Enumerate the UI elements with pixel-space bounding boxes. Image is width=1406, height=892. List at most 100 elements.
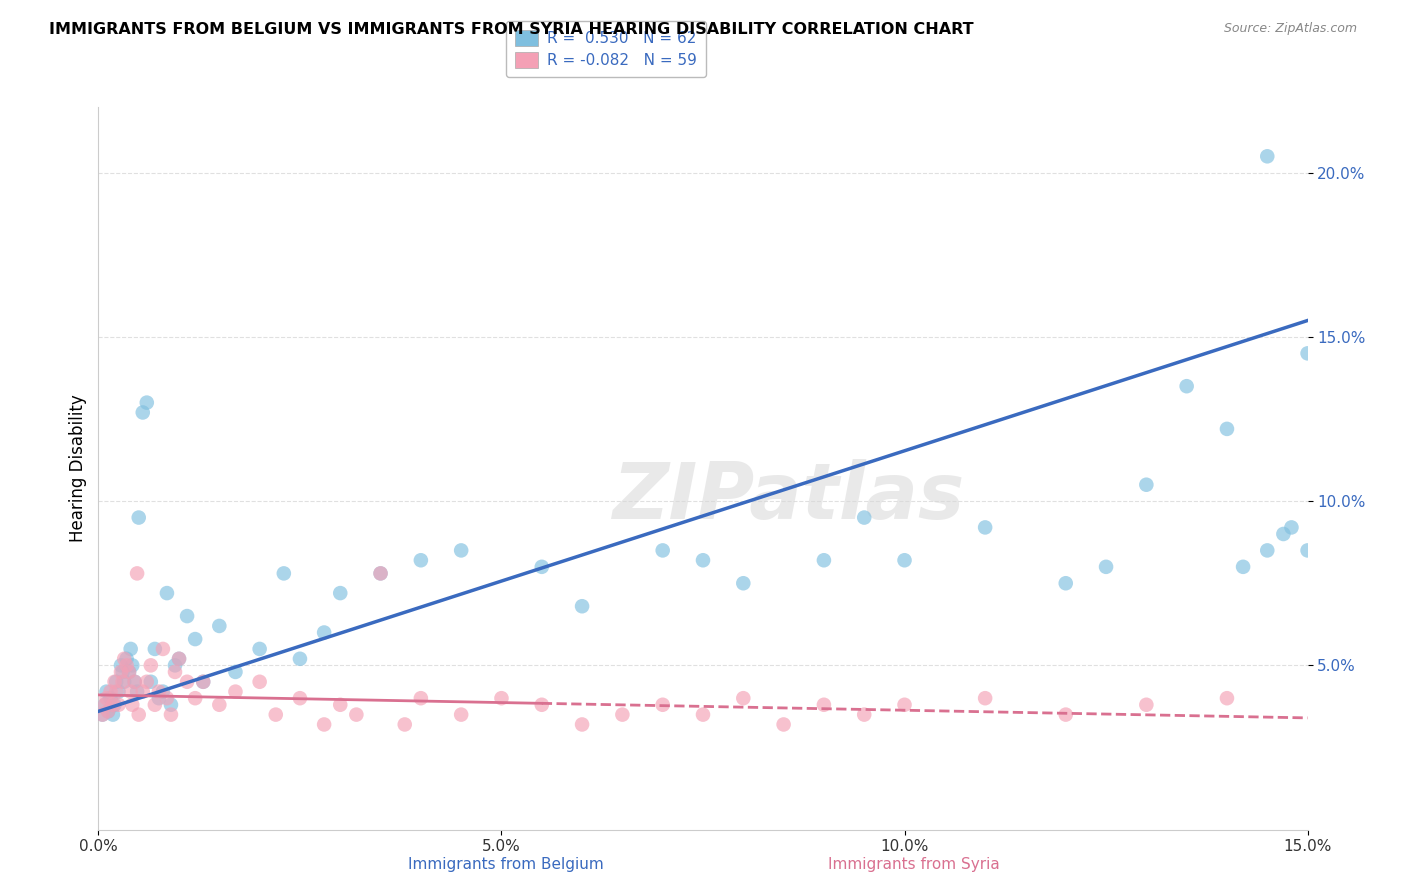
- Point: [1054, 707, 1077, 722]
- Point: [692, 707, 714, 722]
- Point: [1296, 346, 1319, 360]
- Point: [176, 674, 198, 689]
- Text: ZIPatlas: ZIPatlas: [612, 459, 963, 535]
- Text: Immigrants from Syria: Immigrants from Syria: [828, 857, 1000, 872]
- Point: [772, 717, 794, 731]
- Point: [160, 707, 183, 722]
- Point: [139, 674, 162, 689]
- Point: [121, 698, 143, 712]
- Text: IMMIGRANTS FROM BELGIUM VS IMMIGRANTS FROM SYRIA HEARING DISABILITY CORRELATION : IMMIGRANTS FROM BELGIUM VS IMMIGRANTS FR…: [49, 22, 974, 37]
- Point: [571, 717, 593, 731]
- Point: [893, 553, 915, 567]
- Point: [1135, 698, 1157, 712]
- Point: [1175, 379, 1198, 393]
- Point: [96, 684, 118, 698]
- Point: [651, 698, 673, 712]
- Point: [167, 652, 190, 666]
- Point: [143, 698, 166, 712]
- Point: [530, 698, 553, 712]
- Point: [450, 543, 472, 558]
- Point: [1256, 543, 1278, 558]
- Y-axis label: Hearing Disability: Hearing Disability: [69, 394, 87, 542]
- Point: [103, 674, 125, 689]
- Point: [571, 599, 593, 614]
- Point: [612, 707, 634, 722]
- Point: [167, 652, 190, 666]
- Point: [273, 566, 295, 581]
- Point: [733, 576, 755, 591]
- Point: [208, 698, 231, 712]
- Point: [163, 658, 186, 673]
- Point: [1281, 520, 1303, 534]
- Point: [128, 510, 150, 524]
- Point: [156, 691, 179, 706]
- Point: [112, 674, 135, 689]
- Point: [156, 586, 179, 600]
- Point: [103, 698, 125, 712]
- Point: [135, 674, 157, 689]
- Point: [224, 665, 246, 679]
- Point: [184, 632, 207, 646]
- Point: [101, 698, 124, 712]
- Point: [409, 691, 432, 706]
- Point: [692, 553, 714, 567]
- Point: [128, 707, 150, 722]
- Text: Immigrants from Belgium: Immigrants from Belgium: [408, 857, 605, 872]
- Point: [1272, 527, 1295, 541]
- Point: [132, 405, 155, 419]
- Point: [288, 691, 311, 706]
- Point: [163, 665, 186, 679]
- Point: [491, 691, 513, 706]
- Point: [139, 658, 162, 673]
- Legend: R =  0.530   N = 62, R = -0.082   N = 59: R = 0.530 N = 62, R = -0.082 N = 59: [506, 21, 706, 78]
- Point: [148, 691, 170, 706]
- Point: [1256, 149, 1278, 163]
- Point: [143, 642, 166, 657]
- Point: [152, 684, 174, 698]
- Point: [118, 665, 141, 679]
- Point: [853, 707, 876, 722]
- Point: [1095, 559, 1118, 574]
- Point: [135, 395, 157, 409]
- Point: [100, 684, 122, 698]
- Point: [91, 707, 114, 722]
- Point: [105, 674, 128, 689]
- Point: [111, 665, 134, 679]
- Point: [120, 642, 142, 657]
- Point: [121, 658, 143, 673]
- Point: [96, 691, 118, 706]
- Point: [329, 698, 352, 712]
- Point: [249, 674, 271, 689]
- Point: [974, 691, 997, 706]
- Point: [160, 698, 183, 712]
- Point: [91, 707, 114, 722]
- Point: [370, 566, 392, 581]
- Point: [107, 698, 129, 712]
- Point: [193, 674, 215, 689]
- Point: [1216, 691, 1239, 706]
- Point: [651, 543, 673, 558]
- Point: [101, 707, 124, 722]
- Point: [97, 704, 120, 718]
- Point: [314, 717, 336, 731]
- Point: [974, 520, 997, 534]
- Point: [893, 698, 915, 712]
- Point: [120, 684, 142, 698]
- Point: [288, 652, 311, 666]
- Point: [264, 707, 287, 722]
- Point: [329, 586, 352, 600]
- Point: [127, 684, 149, 698]
- Point: [193, 674, 215, 689]
- Point: [1216, 422, 1239, 436]
- Point: [152, 642, 174, 657]
- Point: [110, 665, 132, 679]
- Point: [127, 566, 149, 581]
- Point: [184, 691, 207, 706]
- Point: [115, 658, 138, 673]
- Text: Source: ZipAtlas.com: Source: ZipAtlas.com: [1223, 22, 1357, 36]
- Point: [124, 674, 146, 689]
- Point: [111, 674, 134, 689]
- Point: [115, 652, 138, 666]
- Point: [530, 559, 553, 574]
- Point: [118, 665, 141, 679]
